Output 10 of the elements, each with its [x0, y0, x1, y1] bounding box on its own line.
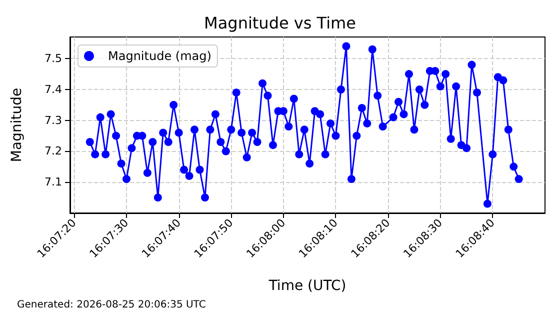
y-tick-label: 7.4	[44, 82, 62, 96]
y-tick-label: 7.1	[44, 176, 62, 189]
legend-label: Magnitude (mag)	[108, 49, 212, 63]
text: Generated: 2026-08-25 20:06:35 UTC	[17, 300, 206, 310]
chart-title: Magnitude vs Time	[204, 14, 356, 32]
x-axis-title: Time (UTC)	[268, 278, 346, 294]
y-axis-title: Magnitude	[9, 88, 25, 162]
y-tick-label: 7.5	[44, 52, 62, 66]
y-tick-label: 7.3	[44, 114, 62, 127]
y-tick-label: 7.2	[44, 144, 62, 158]
